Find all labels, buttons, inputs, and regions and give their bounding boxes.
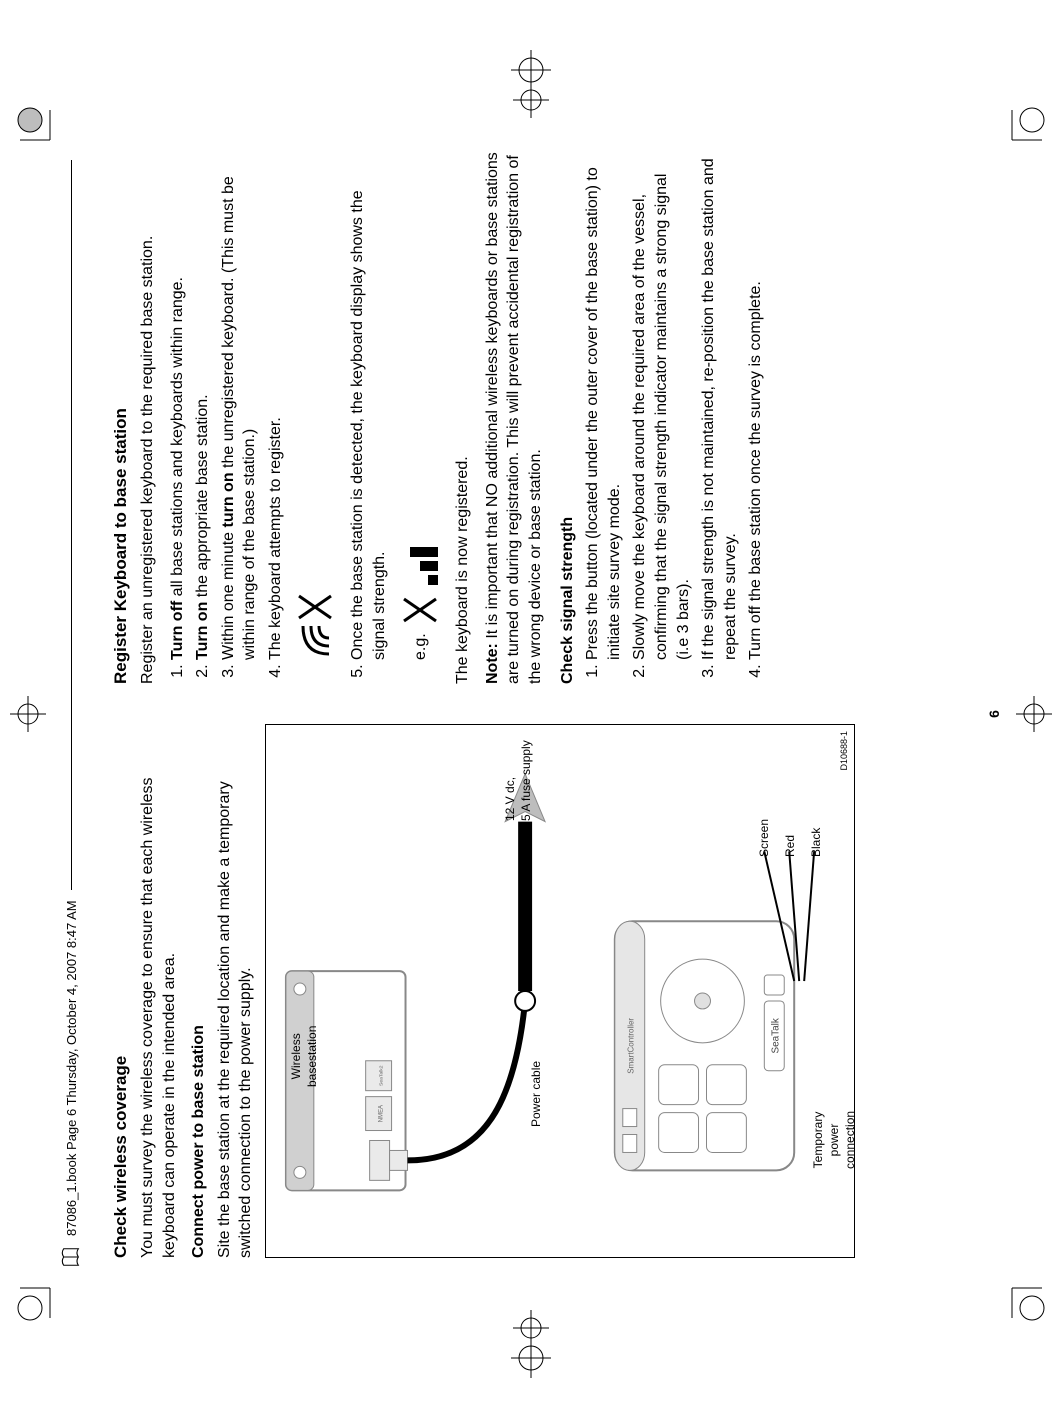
- step1-rest: all base stations and keyboards within r…: [169, 277, 186, 601]
- step-3: Within one minute turn on the unregister…: [218, 150, 261, 660]
- step-4: The keyboard attempts to register.: [265, 150, 287, 660]
- svg-text:SeaTalk: SeaTalk: [770, 1018, 781, 1053]
- step1-bold: Turn off: [169, 601, 186, 660]
- cstep-3: If the signal strength is not maintained…: [698, 150, 741, 660]
- fig-label-power-cable: Power cable: [528, 1061, 544, 1127]
- step2-rest: the appropriate base station.: [194, 394, 211, 601]
- cstep-2: Slowly move the keyboard around the requ…: [629, 150, 694, 660]
- para-register: Register an unregistered keyboard to the…: [137, 150, 159, 684]
- note: Note: It is important that NO additional…: [482, 150, 547, 684]
- header-rule: [71, 160, 72, 890]
- fig-label-screen: Screen: [756, 819, 772, 857]
- step3-bold: turn on: [220, 472, 237, 527]
- register-steps-2: Once the base station is detected, the k…: [347, 150, 390, 684]
- check-signal-steps: Press the button (located under the oute…: [582, 150, 767, 684]
- step-1: Turn off all base stations and keyboards…: [167, 150, 189, 660]
- fig-label-black: Black: [808, 828, 824, 857]
- cstep-1: Press the button (located under the oute…: [582, 150, 625, 660]
- svg-text:SmartController: SmartController: [627, 1018, 636, 1074]
- eg-row: e.g.: [398, 150, 444, 660]
- svg-text:NMEA: NMEA: [379, 1105, 385, 1122]
- signal-searching-icon: [295, 150, 342, 660]
- left-column: Check wireless coverage You must survey …: [110, 724, 942, 1258]
- para-coverage: You must survey the wireless coverage to…: [137, 724, 180, 1258]
- fig-label-wireless: Wireless basestation: [288, 1026, 320, 1087]
- note-body: It is important that NO additional wirel…: [484, 152, 544, 684]
- para-connect-power: Site the base station at the required lo…: [214, 724, 257, 1258]
- para-registered: The keyboard is now registered.: [452, 150, 474, 684]
- register-steps: Turn off all base stations and keyboards…: [167, 150, 287, 684]
- page-number: 6: [986, 710, 1002, 718]
- cstep-4: Turn off the base station once the surve…: [745, 150, 767, 660]
- heading-check-coverage: Check wireless coverage: [110, 724, 133, 1258]
- running-header: 87086_1.book Page 6 Thursday, October 4,…: [58, 160, 84, 1268]
- fig-label-temp-power: Temporary power connection: [810, 1111, 859, 1169]
- heading-register: Register Keyboard to base station: [110, 150, 133, 684]
- fig-label-dc: 12 V dc, 5 A fuse supply: [502, 740, 534, 821]
- note-label: Note:: [484, 639, 501, 684]
- signal-strength-icon: [398, 519, 444, 629]
- step-5: Once the base station is detected, the k…: [347, 150, 390, 660]
- step3-a: Within one minute: [220, 527, 237, 660]
- running-head-text: 87086_1.book Page 6 Thursday, October 4,…: [64, 900, 79, 1236]
- eg-label: e.g.: [413, 633, 430, 660]
- step-2: Turn on the appropriate base station.: [192, 150, 214, 660]
- heading-connect-power: Connect power to base station: [188, 724, 210, 1258]
- fig-code: D10688-1: [838, 731, 850, 771]
- fig-label-red: Red: [782, 835, 798, 857]
- wiring-figure: NMEA SeaTalk2: [265, 724, 855, 1258]
- book-icon: [60, 1246, 82, 1268]
- heading-check-signal: Check signal strength: [557, 150, 579, 684]
- svg-text:SeaTalk2: SeaTalk2: [379, 1065, 385, 1086]
- step2-bold: Turn on: [194, 602, 211, 660]
- right-column: Register Keyboard to base station Regist…: [110, 150, 942, 684]
